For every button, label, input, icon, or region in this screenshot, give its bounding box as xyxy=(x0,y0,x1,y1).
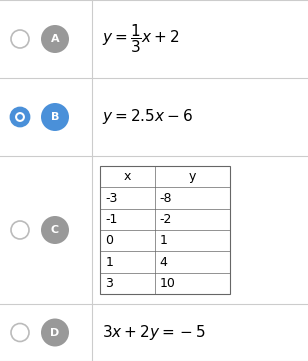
Bar xyxy=(0,156,308,304)
Text: x: x xyxy=(124,170,131,183)
Text: C: C xyxy=(51,225,59,235)
Circle shape xyxy=(15,112,25,122)
Text: -2: -2 xyxy=(160,213,172,226)
Text: -1: -1 xyxy=(105,213,118,226)
Circle shape xyxy=(17,114,23,120)
Text: $y = \dfrac{1}{3}x + 2$: $y = \dfrac{1}{3}x + 2$ xyxy=(102,23,180,55)
Circle shape xyxy=(41,25,69,53)
Text: A: A xyxy=(51,34,59,44)
Text: $y = 2.5x - 6$: $y = 2.5x - 6$ xyxy=(102,108,193,126)
Text: D: D xyxy=(51,327,60,338)
Circle shape xyxy=(11,30,29,48)
Bar xyxy=(0,78,308,156)
Text: -3: -3 xyxy=(105,191,118,204)
Circle shape xyxy=(41,216,69,244)
Text: 10: 10 xyxy=(160,277,176,290)
Circle shape xyxy=(41,103,69,131)
Text: 0: 0 xyxy=(105,234,113,247)
Circle shape xyxy=(11,323,29,342)
Text: 1: 1 xyxy=(160,234,168,247)
Circle shape xyxy=(11,108,29,126)
Circle shape xyxy=(11,221,29,239)
Text: $3x + 2y = -5$: $3x + 2y = -5$ xyxy=(102,323,206,342)
Circle shape xyxy=(41,318,69,347)
Bar xyxy=(100,166,230,294)
Text: B: B xyxy=(51,112,59,122)
Text: -8: -8 xyxy=(160,191,172,204)
Text: 3: 3 xyxy=(105,277,113,290)
Bar xyxy=(0,304,308,361)
Text: y: y xyxy=(189,170,196,183)
Text: 1: 1 xyxy=(105,256,113,269)
Bar xyxy=(0,0,308,78)
Text: 4: 4 xyxy=(160,256,168,269)
